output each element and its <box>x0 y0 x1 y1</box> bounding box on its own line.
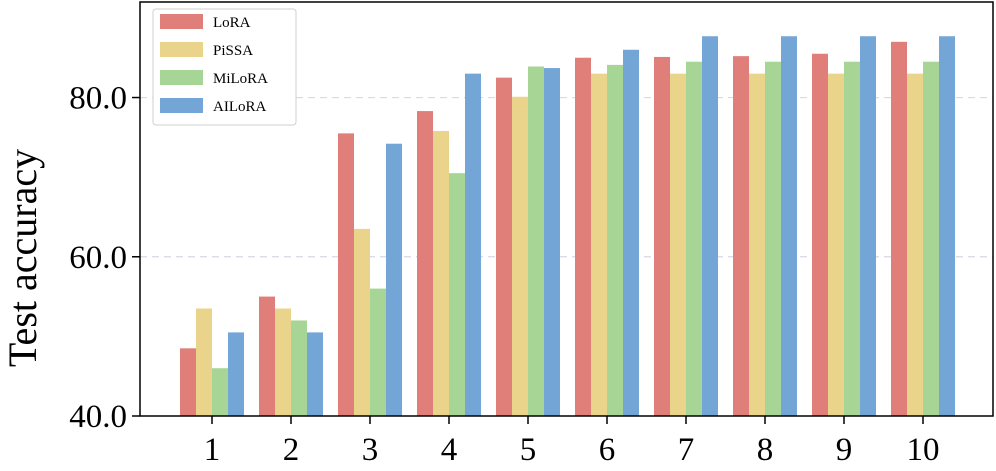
legend-label-pissa: PiSSA <box>213 43 253 59</box>
bar-ailora-5 <box>544 68 560 416</box>
bar-pissa-1 <box>196 308 212 416</box>
plot-frame <box>139 1 994 417</box>
legend-swatch-milora <box>160 70 203 85</box>
legend-swatch-lora <box>160 14 203 29</box>
bar-pissa-5 <box>512 96 528 416</box>
x-tick-label: 10 <box>907 432 940 468</box>
bar-lora-2 <box>259 296 275 416</box>
bar-ailora-9 <box>860 36 876 416</box>
x-tick-label: 8 <box>757 432 774 468</box>
y-axis: 40.0 60.0 80.0 <box>69 81 140 435</box>
bar-lora-7 <box>654 56 670 416</box>
bar-milora-1 <box>212 368 228 416</box>
bar-pissa-4 <box>433 130 449 416</box>
bar-ailora-3 <box>386 143 402 416</box>
bar-ailora-10 <box>939 36 955 416</box>
y-axis-label: Test accuracy <box>0 149 45 367</box>
x-tick-label: 6 <box>599 432 616 468</box>
bar-ailora-6 <box>623 49 639 417</box>
bar-pissa-2 <box>275 308 291 416</box>
bar-pissa-8 <box>749 73 765 417</box>
x-tick-label: 1 <box>204 432 221 468</box>
x-tick-label: 2 <box>283 432 300 468</box>
bar-ailora-8 <box>781 36 797 416</box>
bar-lora-5 <box>496 77 512 416</box>
legend-swatch-pissa <box>160 42 203 57</box>
bar-pissa-3 <box>354 228 370 416</box>
bar-lora-9 <box>812 53 828 416</box>
bar-lora-10 <box>891 41 907 417</box>
bar-ailora-1 <box>228 332 244 416</box>
legend-label-lora: LoRA <box>213 15 251 31</box>
bar-milora-4 <box>449 173 465 416</box>
y-tick-label: 80.0 <box>69 81 127 117</box>
legend: LoRA PiSSA MiLoRA AILoRA <box>152 8 297 126</box>
bar-pissa-9 <box>828 73 844 417</box>
bar-lora-8 <box>733 56 749 417</box>
bar-pissa-6 <box>591 73 607 417</box>
bar-milora-3 <box>370 288 386 416</box>
bar-lora-1 <box>180 348 196 416</box>
bar-ailora-7 <box>702 36 718 416</box>
bar-milora-5 <box>528 66 544 416</box>
bar-milora-8 <box>765 61 781 416</box>
legend-label-ailora: AILoRA <box>213 99 266 115</box>
x-tick-label: 4 <box>441 432 458 468</box>
x-tick-label: 9 <box>836 432 853 468</box>
bar-milora-9 <box>844 61 860 416</box>
bars <box>180 36 955 417</box>
legend-swatch-ailora <box>160 98 203 113</box>
bar-milora-6 <box>607 64 623 417</box>
bar-lora-4 <box>417 111 433 417</box>
bar-milora-7 <box>686 61 702 416</box>
bar-ailora-2 <box>307 332 323 416</box>
bar-pissa-10 <box>907 73 923 417</box>
y-tick-label: 40.0 <box>69 399 127 435</box>
x-tick-label: 5 <box>520 432 537 468</box>
bar-milora-2 <box>291 320 307 416</box>
bar-lora-3 <box>338 133 354 416</box>
legend-box <box>152 8 297 126</box>
bar-pissa-7 <box>670 73 686 417</box>
x-axis: 1 2 3 4 5 6 7 8 9 10 <box>204 416 940 468</box>
x-tick-label: 7 <box>678 432 695 468</box>
x-tick-label: 3 <box>362 432 379 468</box>
legend-label-milora: MiLoRA <box>213 71 268 87</box>
y-tick-label: 60.0 <box>69 240 127 276</box>
bar-ailora-4 <box>465 73 481 417</box>
bar-lora-6 <box>575 57 591 416</box>
bar-milora-10 <box>923 61 939 416</box>
